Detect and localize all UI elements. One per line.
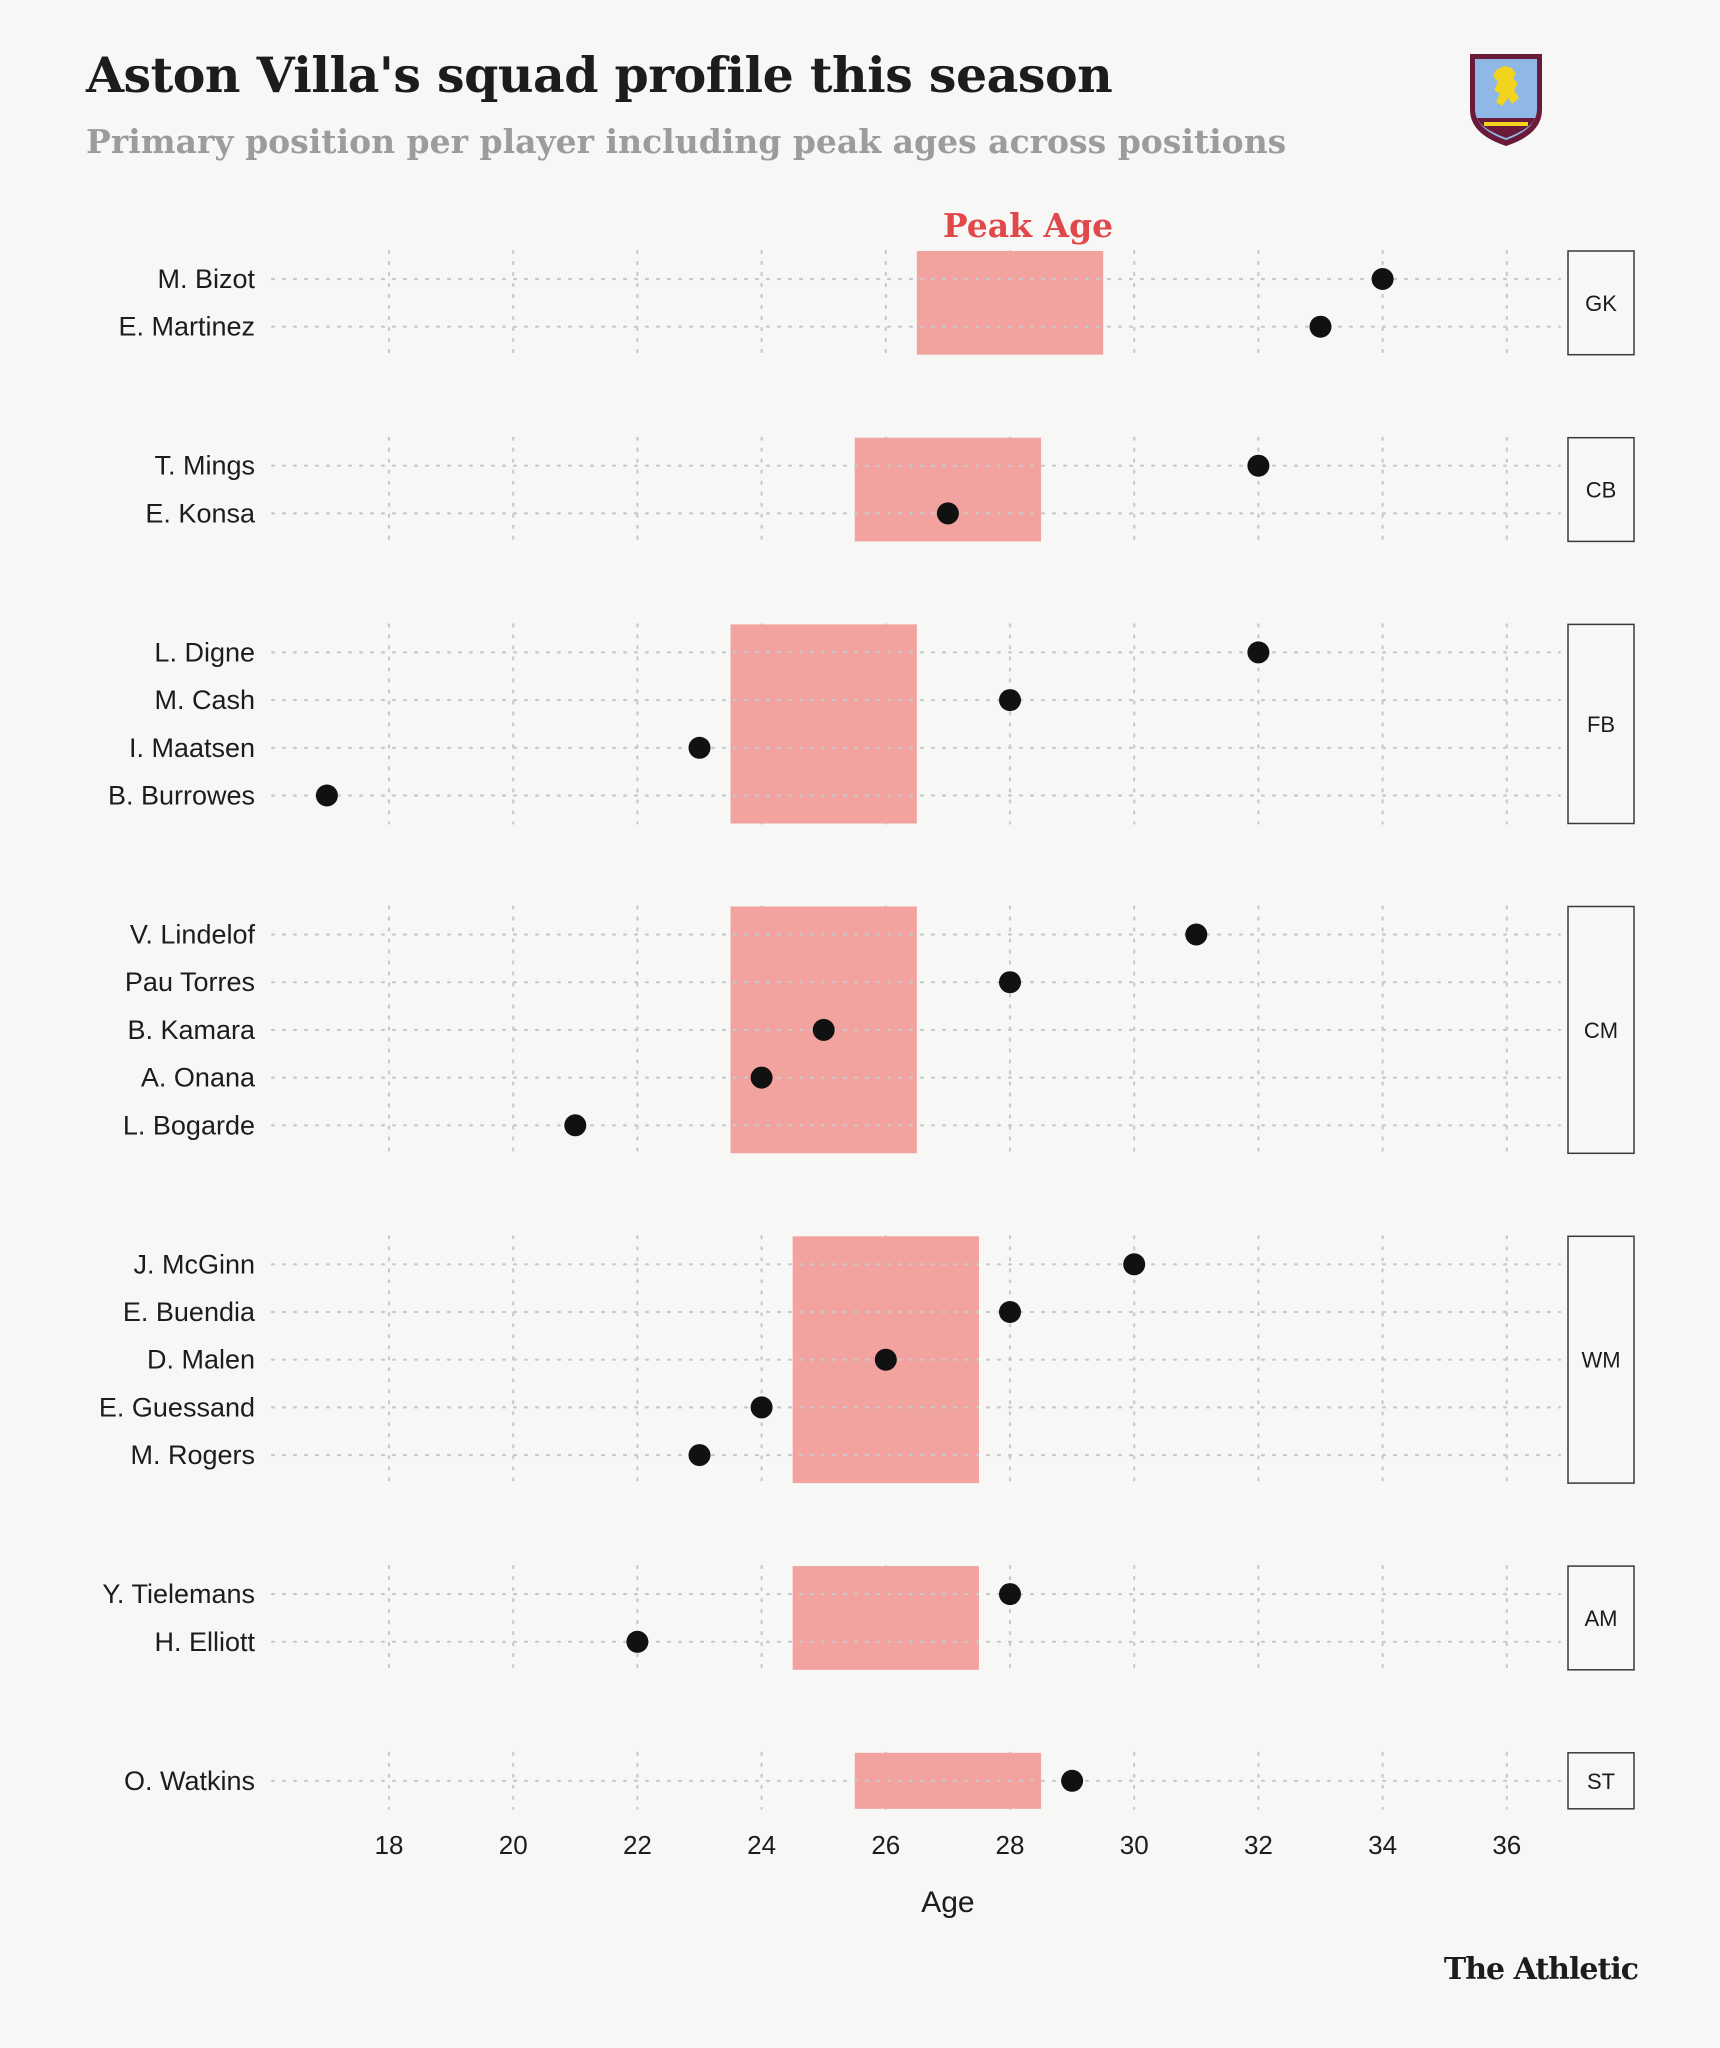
player-age-dot xyxy=(999,1583,1021,1606)
x-tick-label: 18 xyxy=(375,1830,404,1860)
position-box xyxy=(1567,1565,1635,1671)
position-box xyxy=(1567,250,1635,356)
x-tick-label: 30 xyxy=(1120,1830,1149,1860)
x-tick-label: 32 xyxy=(1244,1830,1273,1860)
player-name: J. McGinn xyxy=(133,1249,255,1279)
player-age-dot xyxy=(999,971,1021,994)
publisher-credit: The Athletic xyxy=(1443,1952,1639,1987)
x-axis-label: Age xyxy=(921,1886,974,1919)
x-tick-label: 22 xyxy=(623,1830,652,1860)
position-box xyxy=(1567,905,1635,1155)
x-tick-label: 24 xyxy=(747,1830,776,1860)
position-box xyxy=(1567,1752,1635,1810)
player-age-dot xyxy=(750,1066,773,1089)
player-age-dot xyxy=(999,1301,1021,1323)
x-tick-label: 20 xyxy=(499,1830,528,1860)
peak-age-band xyxy=(854,1752,1042,1809)
player-name: E. Guessand xyxy=(99,1392,255,1422)
player-age-dot xyxy=(564,1114,587,1137)
player-name: L. Digne xyxy=(154,637,255,667)
player-age-dot xyxy=(999,689,1021,712)
chart-subtitle: Primary position per player including pe… xyxy=(86,122,1287,161)
player-age-dot xyxy=(936,502,959,525)
player-age-dot xyxy=(874,1348,897,1371)
position-label: WM xyxy=(1581,1348,1620,1373)
player-name: V. Lindelof xyxy=(130,920,256,950)
player-name: E. Martinez xyxy=(118,312,255,342)
position-box xyxy=(1567,436,1635,543)
peak-age-band xyxy=(854,437,1042,542)
x-tick-label: 34 xyxy=(1368,1830,1397,1860)
player-age-dot xyxy=(1123,1253,1146,1276)
peak-age-band xyxy=(792,1566,979,1670)
peak-age-label: Peak Age xyxy=(943,206,1113,245)
player-name: E. Konsa xyxy=(145,498,256,528)
chart-title: Aston Villa's squad profile this season xyxy=(86,46,1113,104)
player-age-dot xyxy=(750,1396,773,1419)
x-tick-label: 36 xyxy=(1492,1830,1521,1860)
peak-age-band xyxy=(916,251,1104,355)
player-age-dot xyxy=(1247,641,1270,664)
player-age-dot xyxy=(626,1630,649,1653)
player-age-dot xyxy=(1309,315,1332,338)
position-box xyxy=(1567,623,1635,825)
player-age-dot xyxy=(1061,1769,1084,1792)
player-name: A. Onana xyxy=(141,1063,256,1093)
player-name: E. Buendia xyxy=(123,1297,256,1327)
player-name: D. Malen xyxy=(147,1345,255,1375)
player-age-dot xyxy=(1247,454,1270,477)
player-name: H. Elliott xyxy=(154,1627,255,1657)
player-name: M. Bizot xyxy=(157,264,255,294)
player-age-dot xyxy=(1371,268,1394,290)
position-label: FB xyxy=(1587,712,1615,737)
position-box xyxy=(1567,1235,1635,1484)
player-name: B. Burrowes xyxy=(108,781,255,811)
player-name: I. Maatsen xyxy=(129,733,255,763)
player-name: O. Watkins xyxy=(124,1766,255,1796)
player-name: T. Mings xyxy=(154,451,255,481)
player-name: M. Cash xyxy=(154,685,255,715)
position-label: CM xyxy=(1584,1018,1618,1043)
position-label: ST xyxy=(1587,1769,1615,1794)
peak-age-band xyxy=(730,624,917,824)
x-tick-label: 28 xyxy=(996,1830,1025,1860)
position-label: AM xyxy=(1585,1606,1618,1631)
player-age-dot xyxy=(315,784,338,807)
player-name: B. Kamara xyxy=(127,1015,256,1045)
position-label: GK xyxy=(1585,291,1617,316)
player-name: M. Rogers xyxy=(130,1440,255,1470)
player-age-dot xyxy=(1185,923,1208,946)
player-name: Pau Torres xyxy=(125,967,255,997)
player-age-dot xyxy=(688,736,711,759)
player-age-dot xyxy=(688,1444,711,1467)
player-name: L. Bogarde xyxy=(123,1110,255,1140)
aston-villa-crest-icon xyxy=(1470,54,1542,146)
x-tick-label: 26 xyxy=(871,1830,900,1860)
player-name: Y. Tielemans xyxy=(102,1579,255,1609)
player-age-dot xyxy=(812,1018,835,1041)
position-label: CB xyxy=(1586,478,1617,503)
